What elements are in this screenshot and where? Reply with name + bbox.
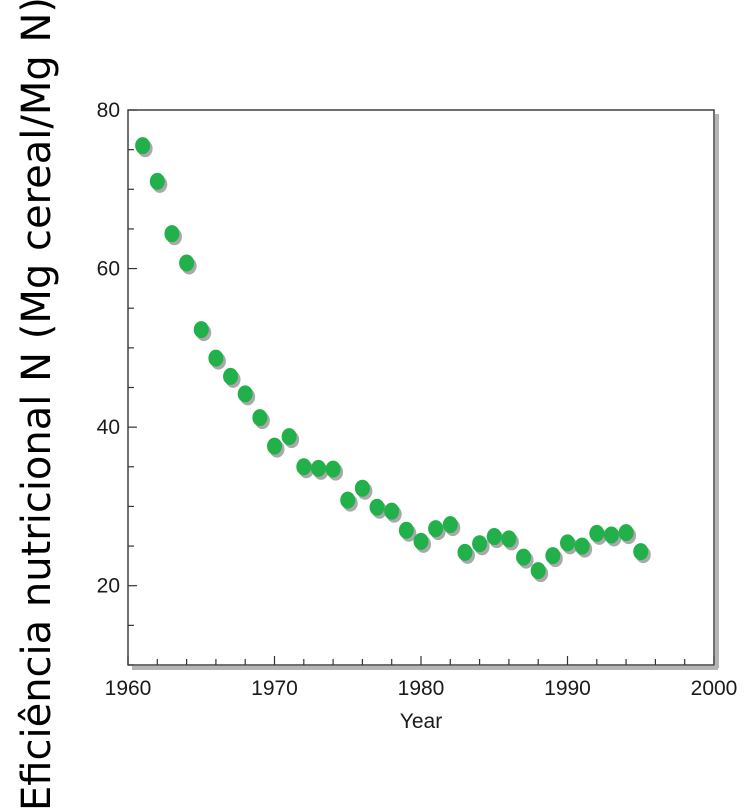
data-point bbox=[164, 225, 182, 246]
data-point bbox=[135, 137, 153, 158]
y-tick-label: 40 bbox=[97, 416, 120, 439]
data-point bbox=[501, 530, 519, 551]
data-point-marker bbox=[589, 524, 605, 542]
data-point bbox=[516, 548, 534, 569]
data-point bbox=[618, 524, 637, 545]
data-point-marker bbox=[237, 385, 253, 403]
data-point bbox=[252, 409, 270, 430]
data-point-marker bbox=[574, 537, 590, 555]
data-point bbox=[530, 562, 549, 583]
x-tick-label: 1960 bbox=[105, 677, 152, 700]
data-point-marker bbox=[354, 479, 370, 497]
data-point-marker bbox=[296, 458, 312, 476]
data-point-marker bbox=[193, 321, 209, 339]
data-point-marker bbox=[267, 437, 282, 455]
data-point bbox=[398, 521, 417, 542]
x-tick-label: 1990 bbox=[544, 677, 591, 700]
data-point-marker bbox=[545, 547, 561, 565]
data-point-marker bbox=[281, 428, 297, 446]
data-point bbox=[413, 532, 431, 553]
data-point-marker bbox=[310, 459, 326, 477]
plot-frame bbox=[127, 109, 719, 670]
x-tick-label: 1970 bbox=[251, 677, 298, 700]
data-point bbox=[179, 254, 197, 275]
data-point-marker bbox=[516, 548, 532, 566]
data-point-marker bbox=[164, 225, 180, 243]
data-point-marker bbox=[223, 367, 239, 385]
data-points bbox=[135, 137, 651, 583]
data-point-marker bbox=[633, 543, 649, 561]
data-point bbox=[267, 437, 285, 458]
y-tick-label: 60 bbox=[97, 258, 120, 281]
x-tick-label: 1980 bbox=[398, 677, 445, 700]
data-point bbox=[149, 172, 168, 193]
data-point bbox=[574, 537, 593, 558]
data-point-marker bbox=[325, 460, 341, 478]
data-point bbox=[310, 459, 329, 480]
data-point-marker bbox=[442, 516, 458, 534]
data-point bbox=[560, 534, 578, 555]
data-point-marker bbox=[486, 528, 502, 546]
data-point-marker bbox=[530, 562, 546, 580]
data-point bbox=[545, 547, 563, 568]
y-tick-label: 20 bbox=[97, 575, 120, 598]
data-point bbox=[325, 460, 344, 481]
data-point bbox=[208, 349, 226, 370]
data-point-marker bbox=[179, 254, 195, 272]
data-point bbox=[428, 520, 446, 541]
y-axis-ticks: 20 40 60 80 bbox=[97, 99, 137, 666]
data-point-marker bbox=[208, 349, 224, 367]
data-point-marker bbox=[398, 521, 414, 539]
data-point bbox=[354, 479, 373, 500]
x-axis-label: Year bbox=[400, 710, 442, 733]
data-point bbox=[457, 543, 475, 564]
data-point-marker bbox=[457, 543, 473, 561]
data-point bbox=[633, 543, 651, 564]
data-point-marker bbox=[428, 520, 444, 538]
data-point-marker bbox=[340, 491, 356, 509]
data-point-marker bbox=[135, 137, 151, 155]
data-point bbox=[223, 367, 241, 388]
data-point bbox=[603, 526, 622, 547]
data-point-marker bbox=[369, 498, 385, 516]
data-point-marker bbox=[252, 409, 268, 427]
data-point bbox=[472, 535, 490, 556]
data-point bbox=[193, 321, 212, 342]
data-point bbox=[589, 524, 607, 545]
data-point bbox=[486, 528, 505, 549]
data-point-marker bbox=[501, 530, 517, 548]
data-point-marker bbox=[603, 526, 619, 544]
data-point-marker bbox=[384, 502, 400, 520]
x-tick-label: 2000 bbox=[691, 677, 738, 700]
data-point-marker bbox=[413, 532, 429, 550]
data-point bbox=[384, 502, 402, 523]
data-point bbox=[296, 458, 314, 479]
data-point bbox=[281, 428, 300, 449]
data-point bbox=[442, 516, 461, 537]
data-point-marker bbox=[149, 172, 165, 190]
data-point bbox=[340, 491, 358, 512]
data-point-marker bbox=[560, 534, 575, 552]
data-point-marker bbox=[618, 524, 634, 542]
plot-border bbox=[127, 109, 715, 666]
data-point bbox=[237, 385, 256, 406]
data-point bbox=[369, 498, 388, 519]
y-tick-label: 80 bbox=[97, 99, 120, 122]
x-axis-ticks: 1960 1970 1980 1990 2000 bbox=[105, 656, 738, 700]
data-point-marker bbox=[472, 535, 488, 553]
